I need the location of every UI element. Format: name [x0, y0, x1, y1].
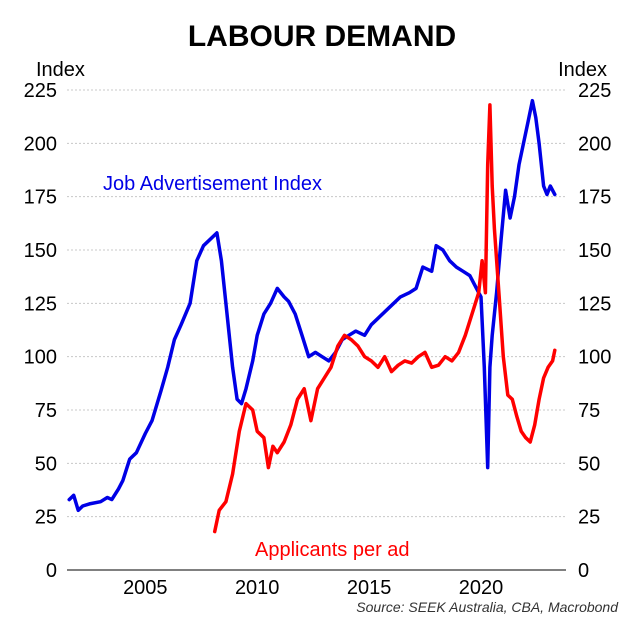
right-tick-label: 25	[578, 507, 600, 529]
left-tick-label: 225	[24, 80, 57, 102]
x-axis: 2005 2010 2015 2020	[123, 577, 503, 599]
right-tick-label: 175	[578, 187, 611, 209]
chart-title: LABOUR DEMAND	[188, 20, 456, 53]
left-axis-label: Index	[36, 59, 85, 81]
gridlines	[67, 89, 566, 571]
left-tick-label: 0	[46, 560, 57, 582]
x-tick-label: 2010	[235, 577, 280, 599]
applicants-per-ad-label: Applicants per ad	[255, 539, 410, 561]
job-ad-index-line	[67, 98, 557, 513]
right-tick-label: 150	[578, 240, 611, 262]
right-tick-label: 125	[578, 293, 611, 315]
applicants-per-ad-line	[212, 103, 557, 534]
x-tick-label: 2005	[123, 577, 168, 599]
left-tick-label: 100	[24, 347, 57, 369]
right-tick-label: 50	[578, 453, 600, 475]
left-tick-label: 175	[24, 187, 57, 209]
left-tick-label: 200	[24, 133, 57, 155]
x-tick-label: 2020	[459, 577, 504, 599]
left-tick-label: 25	[35, 507, 57, 529]
series-lines	[67, 98, 557, 534]
right-tick-label: 100	[578, 347, 611, 369]
right-tick-label: 225	[578, 80, 611, 102]
x-tick-label: 2015	[347, 577, 392, 599]
source-note: Source: SEEK Australia, CBA, Macrobond	[356, 599, 619, 615]
right-tick-label: 200	[578, 133, 611, 155]
left-tick-label: 50	[35, 453, 57, 475]
right-tick-label: 75	[578, 400, 600, 422]
left-tick-label: 75	[35, 400, 57, 422]
job-ad-index-label: Job Advertisement Index	[103, 173, 322, 195]
right-y-axis: 0 25 50 75 100 125 150 175 200 225	[578, 80, 611, 582]
right-axis-label: Index	[558, 59, 607, 81]
left-y-axis: 0 25 50 75 100 125 150 175 200 225	[24, 80, 57, 582]
left-tick-label: 125	[24, 293, 57, 315]
left-tick-label: 150	[24, 240, 57, 262]
right-tick-label: 0	[578, 560, 589, 582]
